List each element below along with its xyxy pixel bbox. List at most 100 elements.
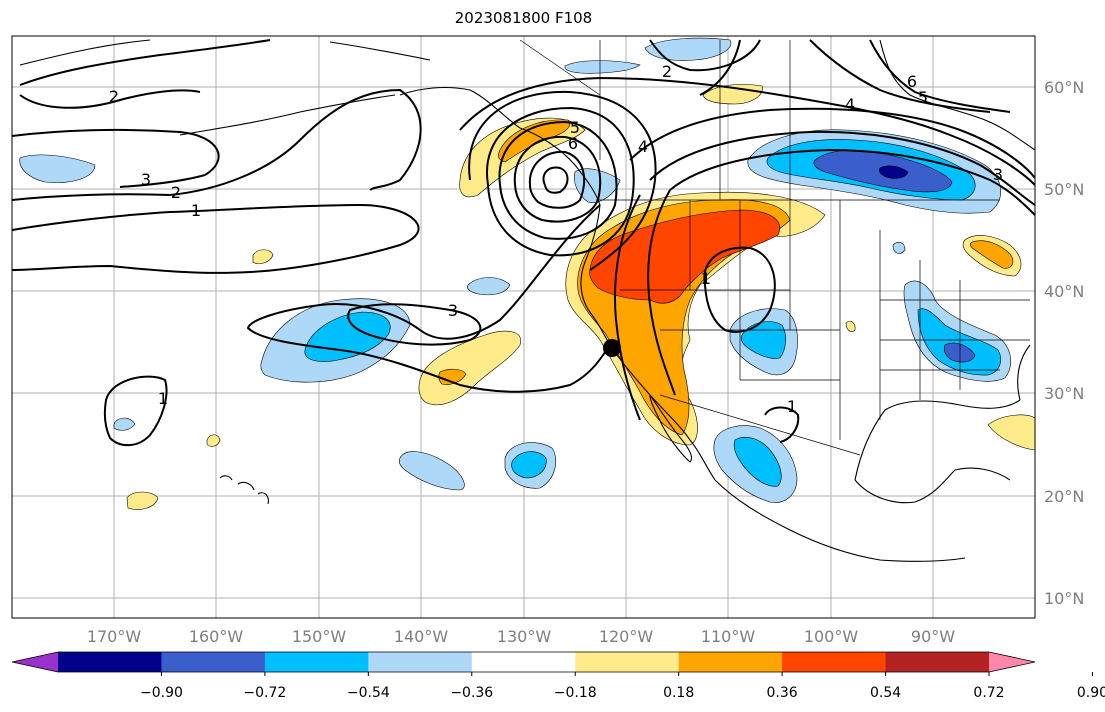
contour-3 (12, 128, 220, 188)
contour-1-hawaii (103, 375, 168, 447)
colorbar-tick-label: −0.36 (450, 685, 493, 701)
contour-1-long (246, 204, 611, 393)
contour-ridge-4 (459, 76, 1035, 186)
colorbar-swatch (885, 652, 990, 672)
lon-tick-label: 160°W (189, 627, 244, 646)
negative-anomaly-small-5 (644, 37, 732, 61)
contour-6-top-2 (809, 39, 991, 113)
lon-tick-labels: 170°W 160°W 150°W 140°W 130°W 120°W 110°… (87, 627, 955, 646)
lat-tick-label: 30°N (1044, 384, 1084, 403)
contour-label: 3 (448, 301, 458, 320)
positive-anomaly-epac (418, 330, 522, 406)
contour-label: 3 (141, 170, 151, 189)
colorbar-tick-label: −0.54 (347, 685, 390, 701)
contour-label: 3 (993, 165, 1003, 184)
contour-label: 4 (638, 137, 648, 156)
contour-4-canada (699, 39, 741, 96)
colorbar-tick-label: 0.18 (663, 685, 694, 701)
positive-anomaly-small-2 (126, 491, 159, 510)
lon-tick-label: 140°W (394, 627, 449, 646)
colorbar-swatch (678, 652, 783, 672)
contour-label: 2 (171, 183, 181, 202)
lon-tick-label: 120°W (599, 627, 654, 646)
contour-1 (12, 203, 420, 274)
lat-tick-label: 50°N (1044, 180, 1084, 199)
negative-anomaly-pac-south-1-core (511, 451, 547, 479)
colorbar-tick-label: 0.90 (1077, 685, 1105, 701)
map-title: 2023081800 F108 (454, 9, 593, 27)
contour-1-fourcorners (703, 246, 776, 333)
contour-1-mexico (764, 406, 800, 443)
contour-label: 5 (570, 118, 580, 137)
lat-tick-labels: 60°N 50°N 40°N 30°N 20°N 10°N (1044, 78, 1084, 608)
colorbar-tick-label: 0.36 (767, 685, 798, 701)
contour-6-top (869, 39, 1011, 113)
contour-low-1 (542, 166, 569, 194)
contour-label: 1 (701, 269, 711, 288)
negative-anomaly-mexico-core (733, 437, 782, 487)
negative-anomaly-small-3 (573, 168, 621, 203)
negative-anomaly-small-7 (892, 241, 906, 254)
contour-label: 5 (918, 88, 928, 107)
colorbar-tick-label: 0.72 (973, 685, 1004, 701)
colorbar-swatch (58, 652, 162, 672)
lon-tick-label: 150°W (292, 627, 347, 646)
colorbar-swatch (368, 652, 473, 672)
positive-anomaly-small-3 (206, 434, 221, 447)
contour-label: 1 (191, 201, 201, 220)
lon-tick-label: 90°W (911, 627, 955, 646)
contour-low-5 (485, 106, 635, 257)
contour-ridge-3 (669, 148, 1035, 216)
contour-low-2 (528, 150, 586, 209)
positive-anomaly-small-5 (845, 320, 856, 332)
contour-2-alaska (649, 39, 761, 72)
contour-label: 6 (568, 134, 578, 153)
lat-tick-label: 60°N (1044, 78, 1084, 97)
colorbar: −0.90 −0.72 −0.54 −0.36 −0.18 0.18 0.36 0.54 0.7… (11, 651, 1105, 701)
positive-anomaly-small-4 (987, 414, 1035, 451)
colorbar-outline (11, 651, 1036, 673)
negative-anomaly-small-2 (113, 417, 136, 431)
colorbar-swatch (264, 652, 369, 672)
contour-low-3 (513, 135, 602, 223)
station-dot (603, 339, 621, 357)
colorbar-extend-low (12, 652, 58, 672)
contour-ridge-inner (614, 194, 641, 421)
contour-ridge-inner-2 (647, 189, 676, 396)
contour-label: 2 (662, 62, 672, 81)
contour-label: 6 (907, 72, 917, 91)
negative-anomaly-southwest-core (740, 321, 786, 359)
contour-3-pac (347, 303, 482, 346)
lon-tick-label: 170°W (87, 627, 142, 646)
lat-tick-label: 40°N (1044, 282, 1084, 301)
negative-anomaly-ne-canada-min (878, 165, 909, 179)
contour-label: 4 (845, 95, 855, 114)
colorbar-swatch (575, 652, 680, 672)
map-border (11, 35, 1036, 619)
colorbar-tick-label: 0.54 (870, 685, 901, 701)
contour-lines (12, 39, 1035, 447)
contour-2-northwest (19, 89, 201, 109)
lat-tick-label: 20°N (1044, 487, 1084, 506)
contour-label: 2 (109, 87, 119, 106)
colorbar-tick-label: −0.72 (243, 685, 286, 701)
negative-anomaly-small-6 (19, 154, 96, 183)
colorbar-swatch (161, 652, 266, 672)
contour-low-6 (468, 90, 657, 271)
contour-ridge-5 (629, 107, 1035, 179)
colorbar-extend-high (989, 652, 1035, 672)
positive-anomaly-small-1 (252, 249, 274, 265)
lon-tick-label: 130°W (497, 627, 552, 646)
lon-tick-label: 110°W (701, 627, 756, 646)
colorbar-tick-label: −0.90 (140, 685, 183, 701)
contour-low-4 (498, 120, 618, 240)
negative-anomaly-small-4 (564, 60, 641, 74)
lon-tick-label: 100°W (804, 627, 859, 646)
contour-label: 1 (787, 397, 797, 416)
negative-anomaly-southeast-max (943, 342, 976, 363)
contour-2-north (19, 39, 271, 86)
colorbar-swatch (471, 652, 576, 672)
contour-ridge-4b (649, 130, 1035, 206)
lat-tick-label: 10°N (1044, 589, 1084, 608)
